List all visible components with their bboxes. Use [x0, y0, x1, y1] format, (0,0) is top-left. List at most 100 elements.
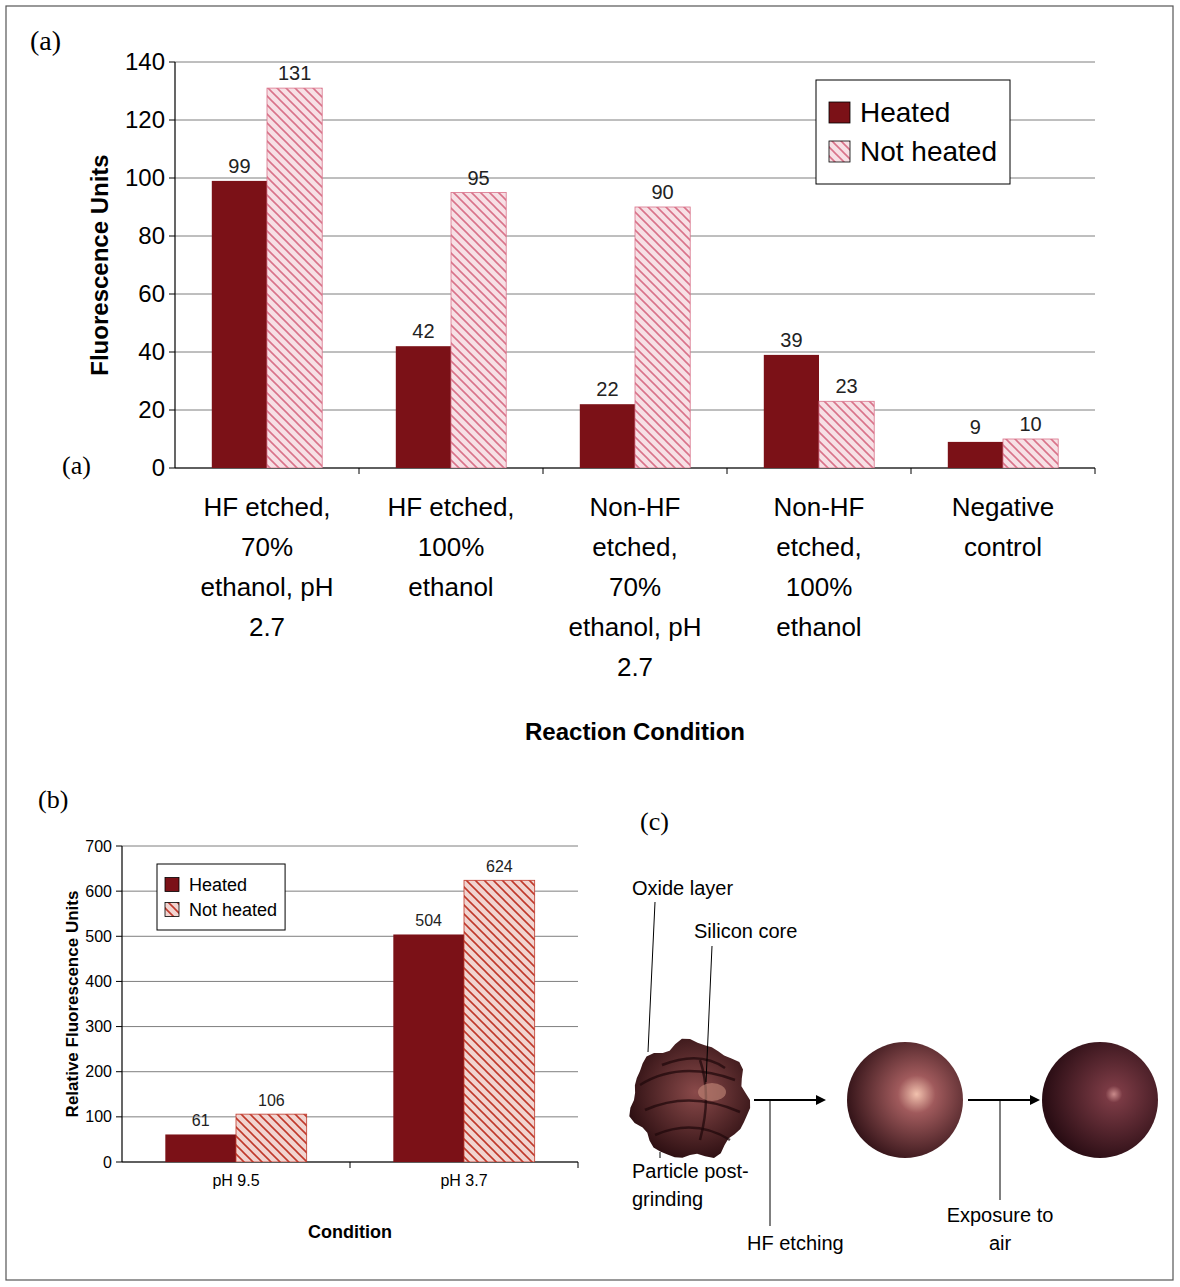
- data-label: 106: [258, 1092, 285, 1109]
- category-tick: [1095, 468, 1096, 474]
- data-label: 61: [192, 1112, 210, 1129]
- category-label: HF etched,100%ethanol: [387, 492, 514, 602]
- chart-panel: 02040608010012014099422239913195902310HF…: [30, 25, 1095, 745]
- texture: [655, 1128, 730, 1140]
- leader-line: [660, 1152, 661, 1158]
- panel-label: (a): [30, 25, 61, 56]
- tick-label: 600: [85, 883, 112, 900]
- data-label: 22: [596, 378, 618, 400]
- tick-label: 100: [125, 164, 165, 191]
- category-tick: [543, 468, 544, 474]
- data-label: 504: [415, 912, 442, 929]
- bar: [451, 193, 506, 469]
- arrow-label: HF etching: [747, 1232, 844, 1254]
- legend-label: Not heated: [189, 900, 277, 920]
- category-tick: [578, 1162, 579, 1168]
- bar: [236, 1114, 307, 1162]
- bar: [635, 207, 690, 468]
- text-line: control: [964, 532, 1042, 562]
- text-line: Non-HF: [773, 492, 864, 522]
- text-line: Exposure to: [947, 1204, 1054, 1226]
- text-line: etched,: [592, 532, 677, 562]
- text-line: ethanol: [408, 572, 493, 602]
- y-axis: [121, 846, 122, 1162]
- legend-swatch: [829, 141, 850, 162]
- bar: [212, 181, 267, 468]
- tick-label: 700: [85, 838, 112, 855]
- text-line: 100%: [418, 532, 485, 562]
- text-line: HF etched,: [203, 492, 330, 522]
- panel-label: (c): [640, 807, 669, 836]
- legend: Heated Not heated: [816, 80, 1010, 184]
- figure-frame: [6, 6, 1173, 1280]
- arrow-label: Exposure to air: [947, 1204, 1054, 1254]
- tick-mark: [116, 1162, 122, 1163]
- stage-label: Particle post-grinding: [632, 1160, 749, 1210]
- data-label: 90: [651, 181, 673, 203]
- leader-line: [648, 902, 655, 1052]
- bar: [764, 355, 819, 468]
- tick-mark: [169, 236, 175, 237]
- tick-label: 20: [138, 396, 165, 423]
- text-line: etched,: [776, 532, 861, 562]
- data-label: 39: [780, 329, 802, 351]
- data-label: 99: [228, 155, 250, 177]
- bar: [948, 442, 1003, 468]
- text-line: 70%: [241, 532, 293, 562]
- y-axis: [174, 62, 175, 468]
- tick-mark: [169, 120, 175, 121]
- x-axis-title: Condition: [308, 1222, 392, 1242]
- text-line: 2.7: [617, 652, 653, 682]
- tick-mark: [116, 936, 122, 937]
- tick-label: 500: [85, 928, 112, 945]
- bar: [580, 404, 635, 468]
- legend-label: Heated: [860, 97, 950, 128]
- text-line: ethanol, pH: [201, 572, 334, 602]
- texture: [640, 1071, 735, 1085]
- bar: [393, 934, 464, 1162]
- legend-box: [157, 864, 285, 930]
- data-label: 95: [467, 167, 489, 189]
- category-tick: [350, 1162, 351, 1168]
- particle-oxidized: [1042, 1042, 1158, 1158]
- data-label: 23: [835, 375, 857, 397]
- data-label: 131: [278, 62, 311, 84]
- figure: 02040608010012014099422239913195902310HF…: [0, 0, 1180, 1287]
- tick-mark: [169, 294, 175, 295]
- tick-label: 400: [85, 973, 112, 990]
- legend-label: Not heated: [860, 136, 997, 167]
- x-axis-title: Reaction Condition: [525, 718, 745, 745]
- tick-label: 60: [138, 280, 165, 307]
- bar: [819, 401, 874, 468]
- particle-etched: [847, 1042, 963, 1158]
- tick-mark: [169, 468, 175, 469]
- data-label: 624: [486, 858, 513, 875]
- annotation: (a): [62, 451, 91, 480]
- tick-label: 40: [138, 338, 165, 365]
- category-label: pH 3.7: [440, 1172, 487, 1189]
- legend-swatch: [829, 102, 850, 123]
- category-label: Non-HFetched,70%ethanol, pH2.7: [569, 492, 702, 682]
- tick-label: 80: [138, 222, 165, 249]
- callout: Silicon core: [694, 920, 797, 942]
- text-line: Non-HF: [589, 492, 680, 522]
- legend-swatch: [165, 903, 179, 917]
- texture: [662, 1058, 725, 1068]
- tick-mark: [116, 981, 122, 982]
- text-line: 100%: [786, 572, 853, 602]
- tick-label: 0: [152, 454, 165, 481]
- tick-label: 140: [125, 48, 165, 75]
- category-label: HF etched,70%ethanol, pH2.7: [201, 492, 334, 642]
- text-line: air: [989, 1232, 1012, 1254]
- bar: [396, 346, 451, 468]
- text-line: Negative: [952, 492, 1055, 522]
- grid-line: [175, 62, 1095, 63]
- tick-mark: [169, 410, 175, 411]
- y-axis-title: Fluorescence Units: [86, 154, 113, 375]
- callout: Oxide layer: [632, 877, 733, 899]
- bar: [267, 88, 322, 468]
- category-label: pH 9.5: [212, 1172, 259, 1189]
- tick-mark: [169, 352, 175, 353]
- data-label: 10: [1019, 413, 1041, 435]
- bar: [1003, 439, 1058, 468]
